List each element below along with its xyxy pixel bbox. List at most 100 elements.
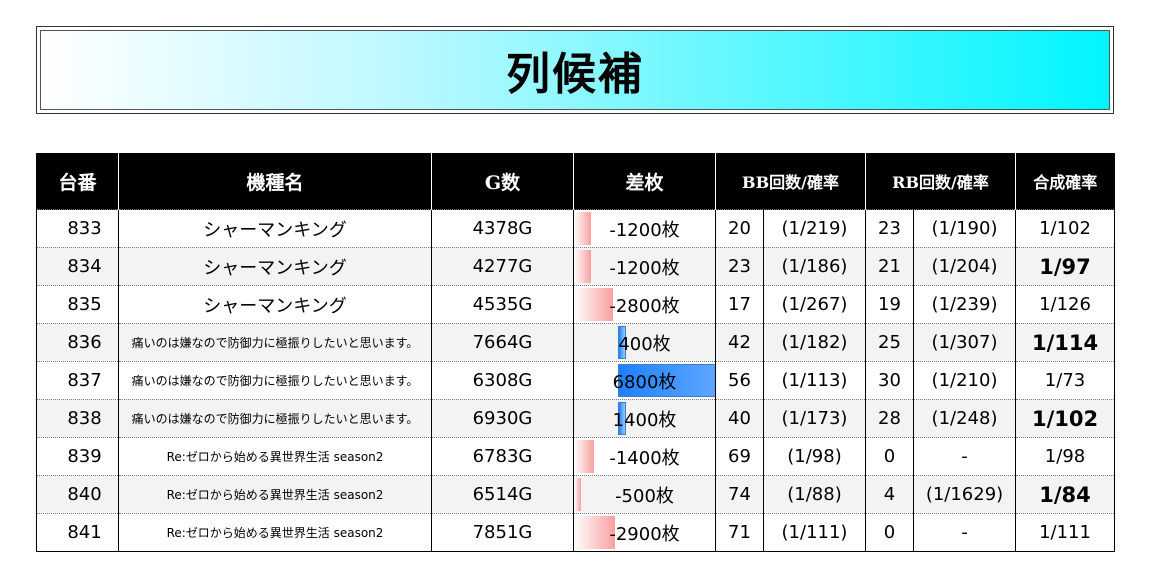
bb-rate-cell: (1/186) bbox=[763, 247, 866, 286]
machine-data-table: 台番 機種名 G数 差枚 BB回数/確率 RB回数/確率 合成確率 833 シャー… bbox=[36, 153, 1116, 552]
machine-number-cell: 841 bbox=[36, 513, 119, 552]
machine-number-cell: 838 bbox=[36, 399, 119, 438]
combined-rate-cell: 1/73 bbox=[1015, 361, 1116, 400]
machine-name-cell: Re:ゼロから始める異世界生活 season2 bbox=[118, 475, 432, 514]
rb-count-cell: 4 bbox=[865, 475, 914, 514]
bb-count-cell: 56 bbox=[715, 361, 764, 400]
diff-data-bar bbox=[618, 326, 626, 359]
table-row[interactable]: 840 Re:ゼロから始める異世界生活 season2 6514G -500枚 74 (1… bbox=[36, 475, 1116, 514]
table-row[interactable]: 835 シャーマンキング 4535G -2800枚 17 (1/267) 19 (1/239)… bbox=[36, 285, 1116, 324]
games-cell: 4378G bbox=[431, 209, 574, 248]
bb-count-cell: 42 bbox=[715, 323, 764, 362]
rb-rate-cell: (1/239) bbox=[912, 285, 1017, 324]
machine-name-cell: シャーマンキング bbox=[118, 209, 432, 248]
bb-rate-cell: (1/182) bbox=[763, 323, 866, 362]
bb-rate-cell: (1/219) bbox=[763, 209, 866, 248]
combined-rate-cell: 1/102 bbox=[1015, 209, 1116, 248]
machine-number-cell: 835 bbox=[36, 285, 119, 324]
machine-name-cell: 痛いのは嫌なので防御力に極振りしたいと思います。 bbox=[118, 399, 432, 438]
machine-name-cell: Re:ゼロから始める異世界生活 season2 bbox=[118, 513, 432, 552]
rb-count-cell: 21 bbox=[865, 247, 914, 286]
machine-number-cell: 839 bbox=[36, 437, 119, 476]
games-cell: 4277G bbox=[431, 247, 574, 286]
diff-data-bar bbox=[574, 212, 591, 245]
header-rb: RB回数/確率 bbox=[864, 153, 1016, 210]
page-title: 列候補 bbox=[506, 49, 644, 100]
diff-value: 6800枚 bbox=[612, 371, 677, 393]
rb-rate-cell: - bbox=[912, 437, 1017, 476]
diff-data-bar bbox=[574, 288, 614, 321]
machine-number-cell: 837 bbox=[36, 361, 119, 400]
bb-count-cell: 40 bbox=[715, 399, 764, 438]
table-row[interactable]: 833 シャーマンキング 4378G -1200枚 20 (1/219) 23 (1/190)… bbox=[36, 209, 1116, 248]
diff-value: -500枚 bbox=[615, 485, 674, 507]
machine-name-cell: シャーマンキング bbox=[118, 285, 432, 324]
bb-count-cell: 74 bbox=[715, 475, 764, 514]
machine-name-cell: 痛いのは嫌なので防御力に極振りしたいと思います。 bbox=[118, 361, 432, 400]
header-games: G数 bbox=[431, 153, 574, 210]
games-cell: 6930G bbox=[431, 399, 574, 438]
table-row[interactable]: 837 痛いのは嫌なので防御力に極振りしたいと思います。 6308G 6800枚 56(… bbox=[36, 361, 1116, 400]
table-row[interactable]: 838 痛いのは嫌なので防御力に極振りしたいと思います。 6930G 1400枚 40(… bbox=[36, 399, 1116, 438]
diff-cell: -1200枚 bbox=[573, 247, 716, 286]
header-diff: 差枚 bbox=[573, 153, 716, 210]
combined-rate-cell: 1/126 bbox=[1015, 285, 1116, 324]
bb-rate-cell: (1/173) bbox=[763, 399, 866, 438]
combined-rate-cell: 1/84 bbox=[1015, 475, 1116, 514]
machine-name-cell: 痛いのは嫌なので防御力に極振りしたいと思います。 bbox=[118, 323, 432, 362]
diff-cell: -1200枚 bbox=[573, 209, 716, 248]
title-banner-inner: 列候補 bbox=[40, 30, 1110, 110]
machine-number-cell: 840 bbox=[36, 475, 119, 514]
games-cell: 6783G bbox=[431, 437, 574, 476]
games-cell: 6514G bbox=[431, 475, 574, 514]
games-cell: 7851G bbox=[431, 513, 574, 552]
rb-rate-cell: - bbox=[912, 513, 1017, 552]
table-row[interactable]: 839 Re:ゼロから始める異世界生活 season2 6783G -1400枚 69(… bbox=[36, 437, 1116, 476]
rb-rate-cell: (1/210) bbox=[912, 361, 1017, 400]
header-bb: BB回数/確率 bbox=[715, 153, 866, 210]
diff-cell: 400枚 bbox=[573, 323, 716, 362]
table-row[interactable]: 834 シャーマンキング 4277G -1200枚 23 (1/186) 21 (1/204)… bbox=[36, 247, 1116, 286]
rb-count-cell: 19 bbox=[865, 285, 914, 324]
rb-count-cell: 0 bbox=[865, 513, 914, 552]
table-row[interactable]: 841 Re:ゼロから始める異世界生活 season2 7851G -2900枚 71(… bbox=[36, 513, 1116, 552]
table-row[interactable]: 836 痛いのは嫌なので防御力に極振りしたいと思います。 7664G 400枚 42 (1… bbox=[36, 323, 1116, 362]
diff-value: -1400枚 bbox=[609, 447, 680, 469]
diff-cell: -2900枚 bbox=[573, 513, 716, 552]
bb-rate-cell: (1/113) bbox=[763, 361, 866, 400]
diff-cell: 6800枚 bbox=[573, 361, 716, 400]
combined-rate-cell: 1/102 bbox=[1015, 399, 1116, 438]
games-cell: 4535G bbox=[431, 285, 574, 324]
title-banner: 列候補 bbox=[36, 26, 1114, 114]
diff-data-bar bbox=[574, 250, 591, 283]
diff-value: -1200枚 bbox=[609, 257, 680, 279]
rb-count-cell: 30 bbox=[865, 361, 914, 400]
diff-cell: -2800枚 bbox=[573, 285, 716, 324]
bb-count-cell: 69 bbox=[715, 437, 764, 476]
games-cell: 6308G bbox=[431, 361, 574, 400]
machine-number-cell: 834 bbox=[36, 247, 119, 286]
bb-count-cell: 71 bbox=[715, 513, 764, 552]
rb-count-cell: 28 bbox=[865, 399, 914, 438]
bb-count-cell: 17 bbox=[715, 285, 764, 324]
diff-data-bar bbox=[574, 440, 594, 473]
diff-data-bar bbox=[574, 478, 581, 511]
machine-number-cell: 833 bbox=[36, 209, 119, 248]
header-number: 台番 bbox=[36, 153, 119, 210]
rb-rate-cell: (1/190) bbox=[912, 209, 1017, 248]
machine-number-cell: 836 bbox=[36, 323, 119, 362]
diff-value: -2900枚 bbox=[609, 523, 680, 545]
bb-count-cell: 23 bbox=[715, 247, 764, 286]
diff-value: -1200枚 bbox=[609, 219, 680, 241]
combined-rate-cell: 1/98 bbox=[1015, 437, 1116, 476]
diff-value: -2800枚 bbox=[609, 295, 680, 317]
diff-value: 400枚 bbox=[618, 333, 671, 355]
bb-count-cell: 20 bbox=[715, 209, 764, 248]
combined-rate-cell: 1/111 bbox=[1015, 513, 1116, 552]
rb-count-cell: 25 bbox=[865, 323, 914, 362]
header-combined: 合成確率 bbox=[1015, 153, 1115, 210]
header-machine: 機種名 bbox=[118, 153, 432, 210]
bb-rate-cell: (1/98) bbox=[763, 437, 866, 476]
bb-rate-cell: (1/111) bbox=[763, 513, 866, 552]
bb-rate-cell: (1/88) bbox=[763, 475, 866, 514]
